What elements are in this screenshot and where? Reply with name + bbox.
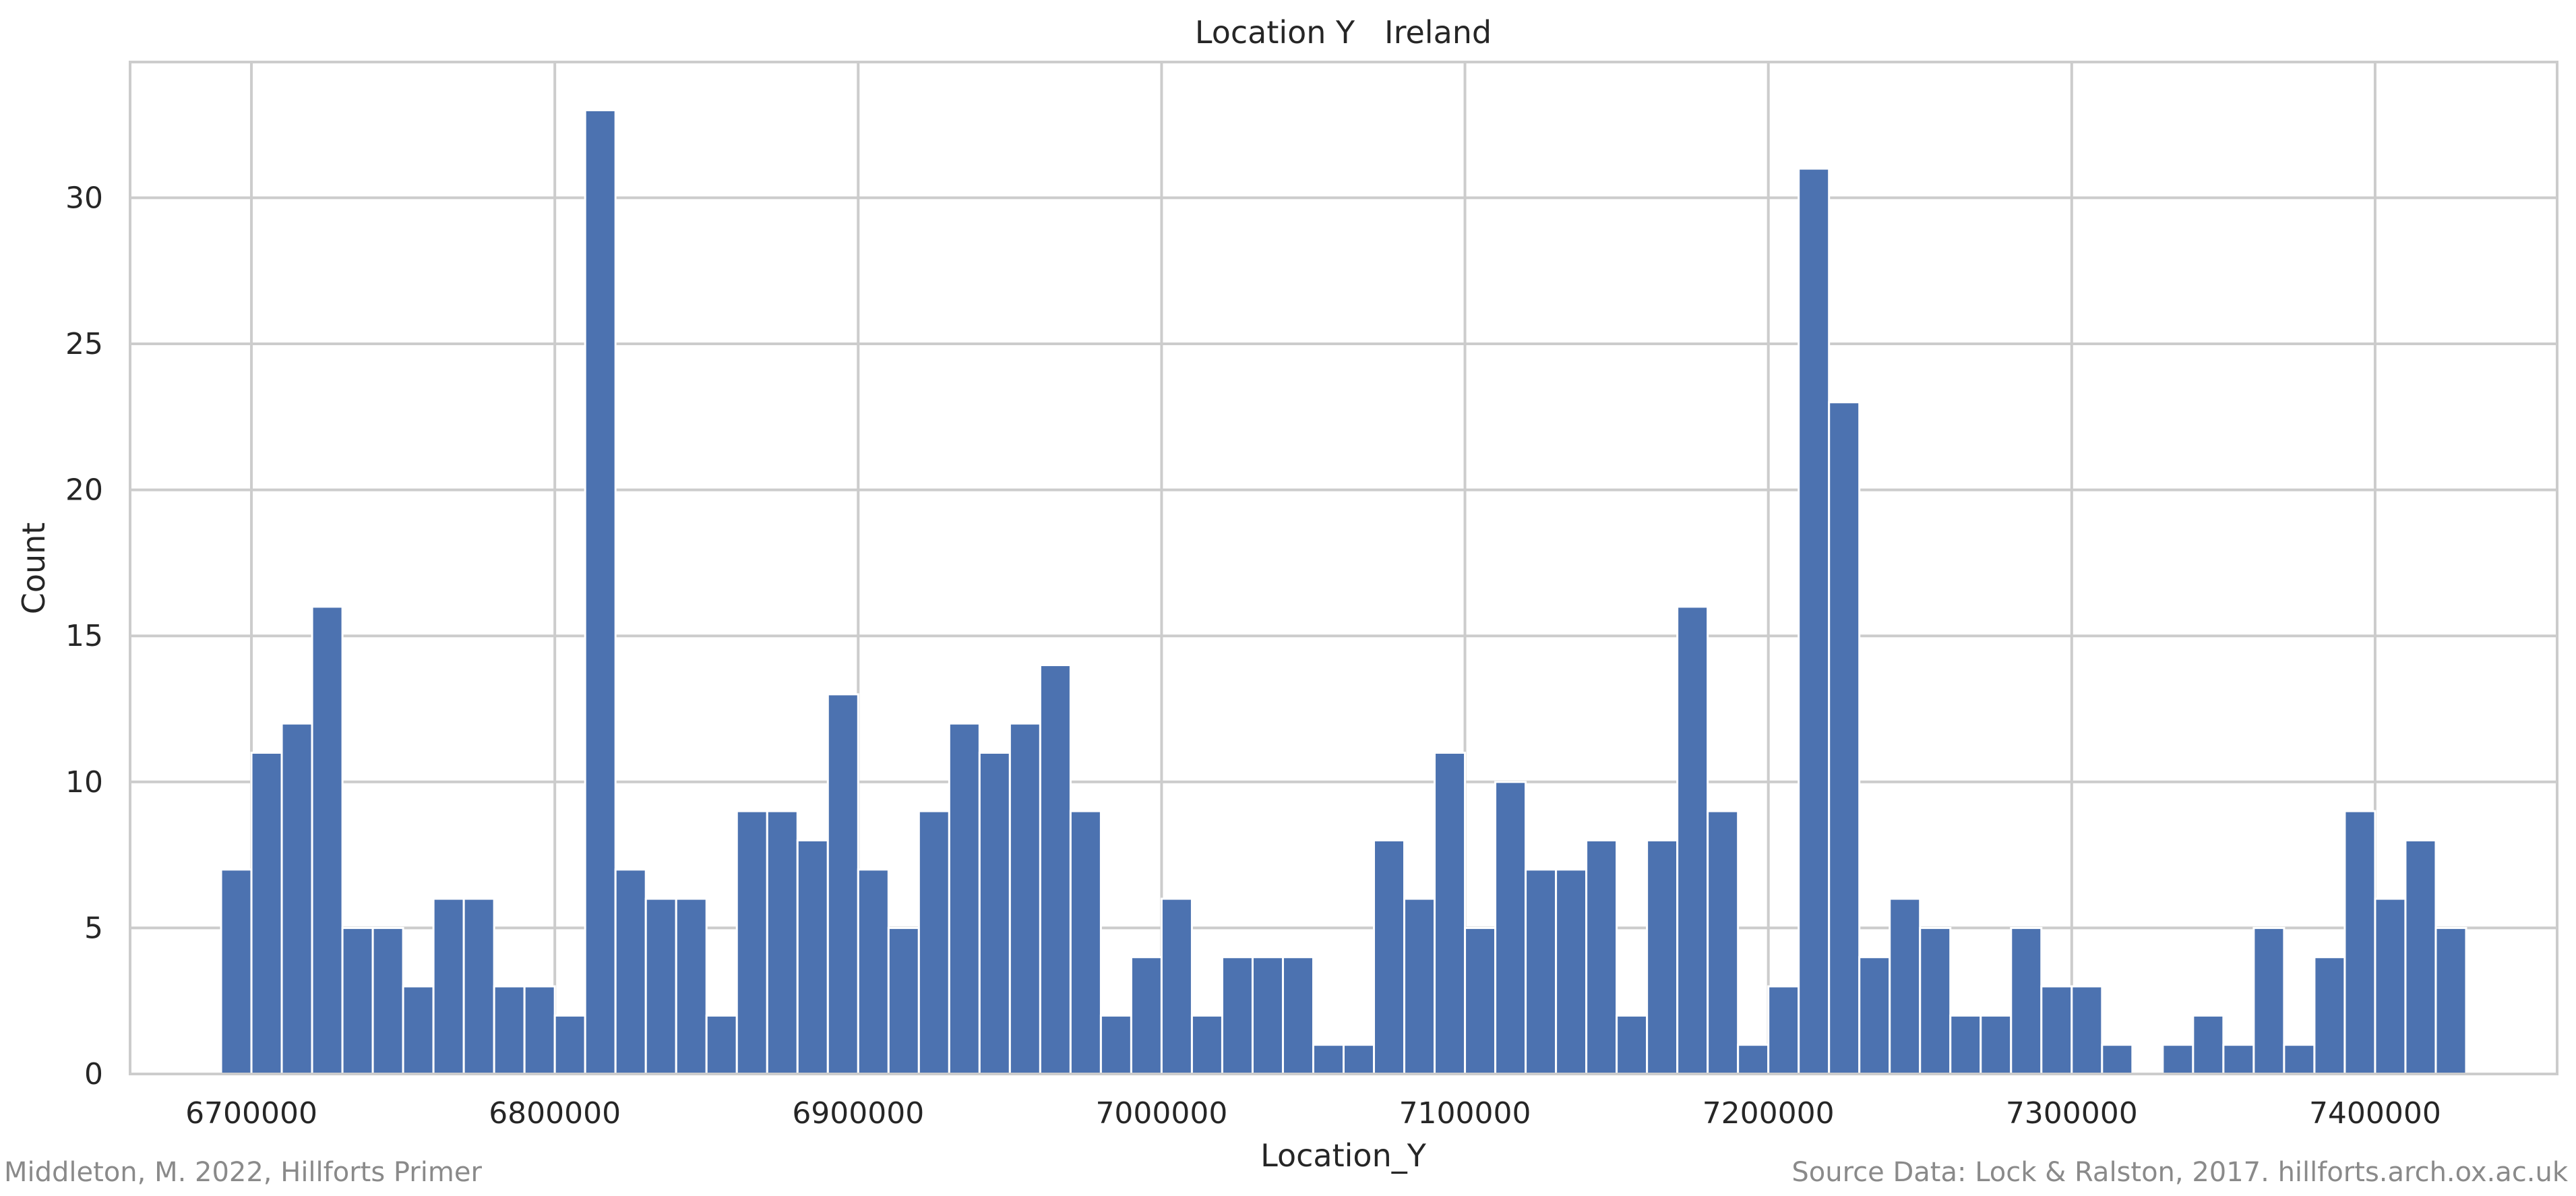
histogram-bar	[705, 1014, 738, 1075]
histogram-bar	[2374, 897, 2407, 1075]
histogram-bar	[2161, 1044, 2195, 1075]
histogram-bar	[614, 868, 647, 1075]
histogram-bar	[1676, 605, 1709, 1075]
y-tick-label: 5	[84, 911, 103, 945]
histogram-bar	[1008, 722, 1041, 1075]
histogram-bar	[2343, 810, 2376, 1075]
histogram-bar	[1221, 956, 1254, 1075]
histogram-bar	[1616, 1014, 1649, 1075]
histogram-bar	[584, 109, 617, 1075]
histogram-bar	[857, 868, 890, 1075]
histogram-bar	[2222, 1044, 2255, 1075]
y-axis-label: Count	[16, 522, 52, 615]
histogram-bar	[1403, 897, 1436, 1075]
x-tick-label: 7200000	[1703, 1096, 1835, 1131]
histogram-bar	[826, 693, 859, 1075]
histogram-bar	[341, 926, 374, 1075]
histogram-bar	[1555, 868, 1588, 1075]
histogram-bar	[432, 897, 465, 1075]
histogram-bar	[2252, 926, 2286, 1075]
histogram-bar	[1707, 810, 1740, 1075]
histogram-bar	[2010, 926, 2043, 1075]
histogram-bar	[1585, 839, 1618, 1075]
histogram-bar	[371, 926, 404, 1075]
histogram-bar	[493, 985, 526, 1075]
histogram-bar	[1130, 956, 1163, 1075]
histogram-bar	[1251, 956, 1284, 1075]
footer-source: Source Data: Lock & Ralston, 2017. hillf…	[1791, 1157, 2568, 1188]
histogram-bar	[1525, 868, 1558, 1075]
histogram-bar	[1434, 751, 1467, 1075]
x-axis-label: Location_Y	[1260, 1137, 1427, 1174]
histogram-bar	[2283, 1044, 2316, 1075]
y-tick-label: 15	[65, 619, 103, 653]
histogram-bar	[462, 897, 495, 1075]
histogram-bar	[1464, 926, 1497, 1075]
x-tick-label: 7100000	[1399, 1096, 1531, 1131]
histogram-bar	[2192, 1014, 2225, 1075]
histogram-bar	[2404, 839, 2437, 1075]
chart-title: Location Y Ireland	[1195, 14, 1492, 51]
y-tick-label: 10	[65, 765, 103, 800]
histogram-bar	[644, 897, 677, 1075]
histogram-bar	[675, 897, 708, 1075]
y-tick-label: 25	[65, 327, 103, 361]
bars	[220, 109, 2467, 1075]
histogram-bar	[887, 926, 920, 1075]
histogram-bar	[2101, 1044, 2134, 1075]
histogram-bar	[796, 839, 829, 1075]
histogram-bar	[2040, 985, 2073, 1075]
histogram-bar	[1373, 839, 1406, 1075]
y-tick-label: 30	[65, 181, 103, 215]
histogram-bar	[948, 722, 981, 1075]
histogram-bar	[1858, 956, 1891, 1075]
x-tick-label: 6700000	[185, 1096, 317, 1131]
histogram-bar	[917, 810, 950, 1075]
footer-credit: Middleton, M. 2022, Hillforts Primer	[4, 1157, 482, 1188]
y-tick-labels: 0 5 10 15 20 25 30	[65, 181, 103, 1092]
histogram-bar	[1949, 1014, 1982, 1075]
histogram-bar	[1494, 781, 1527, 1075]
histogram-bar	[1312, 1044, 1345, 1075]
histogram-bar	[1160, 897, 1193, 1075]
histogram-bar	[1099, 1014, 1132, 1075]
histogram-bar	[1919, 926, 1952, 1075]
histogram-bar	[1980, 1014, 2013, 1075]
histogram-bar	[311, 605, 344, 1075]
histogram-bar	[1190, 1014, 1223, 1075]
histogram-bar	[1039, 664, 1072, 1075]
x-tick-label: 7300000	[2006, 1096, 2138, 1131]
grid-lines	[130, 62, 2557, 1075]
x-tick-label: 7000000	[1095, 1096, 1227, 1131]
histogram-bar	[766, 810, 799, 1075]
histogram-bar	[1828, 401, 1861, 1075]
plot-frame	[129, 61, 2558, 1075]
histogram-bar	[553, 1014, 586, 1075]
histogram-bar	[220, 868, 253, 1075]
y-tick-label: 20	[65, 473, 103, 508]
histogram-bar	[1767, 985, 1800, 1075]
histogram-bar	[735, 810, 768, 1075]
x-tick-label: 6900000	[792, 1096, 924, 1131]
histogram-bar	[1069, 810, 1102, 1075]
histogram-bar	[280, 722, 313, 1075]
histogram-bar	[1343, 1044, 1376, 1075]
histogram-bar	[2071, 985, 2104, 1075]
histogram-bar	[402, 985, 435, 1075]
histogram-bar	[2434, 926, 2467, 1075]
histogram-bar	[250, 751, 283, 1075]
histogram-bar	[2313, 956, 2346, 1075]
histogram-bar	[978, 751, 1011, 1075]
x-tick-label: 7400000	[2309, 1096, 2441, 1131]
histogram-bar	[1281, 956, 1314, 1075]
x-tick-labels: 6700000 6800000 6900000 7000000 7100000 72000…	[185, 1096, 2441, 1131]
histogram-bar	[1798, 167, 1831, 1075]
histogram-bar	[1737, 1044, 1770, 1075]
x-tick-label: 6800000	[489, 1096, 621, 1131]
y-tick-label: 0	[84, 1057, 103, 1092]
histogram-bar	[1889, 897, 1922, 1075]
histogram-bar	[1646, 839, 1679, 1075]
histogram-bar	[523, 985, 556, 1075]
